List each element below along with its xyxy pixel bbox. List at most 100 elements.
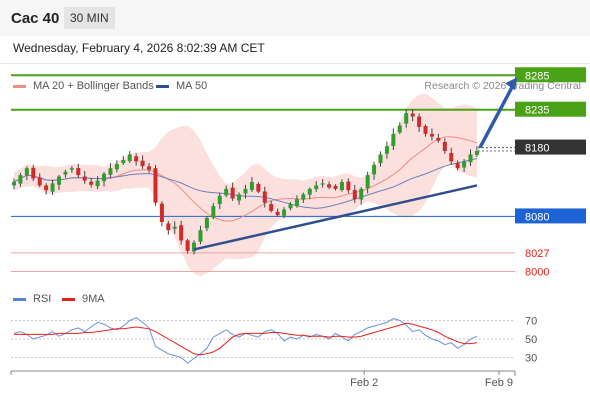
legend-swatch <box>13 84 26 88</box>
support-level-label: 8000 <box>525 267 549 279</box>
candle-up <box>63 171 68 175</box>
candle-up <box>404 113 409 124</box>
candle-up <box>24 168 29 176</box>
candle-up <box>249 181 254 190</box>
candle-up <box>18 175 23 184</box>
last-price-label: 8180 <box>525 143 549 155</box>
resistance-level-label: 8285 <box>525 70 549 82</box>
candle-up <box>372 164 377 175</box>
credit-text: Research © 2026 Trading Central <box>424 80 581 92</box>
candle-up <box>282 209 287 216</box>
candle-down <box>140 160 145 167</box>
candle-up <box>102 173 107 182</box>
candle-up <box>198 230 203 242</box>
candle-down <box>327 184 332 188</box>
legend-item-ma20: MA 20 + Bollinger Bands <box>13 80 154 92</box>
rsi-tick-label: 70 <box>525 316 537 328</box>
pivot-level-label: 8080 <box>525 211 549 223</box>
candle-up <box>384 146 389 154</box>
candle-down <box>153 168 158 203</box>
time-axis-label: Feb 2 <box>350 377 378 389</box>
candle-up <box>57 176 62 185</box>
candle-down <box>410 113 415 117</box>
candle-up <box>474 151 479 155</box>
candle-down <box>37 177 42 186</box>
candle-up <box>224 188 229 196</box>
candle-down <box>44 185 49 191</box>
candle-up <box>50 183 55 192</box>
candle-down <box>333 185 338 189</box>
candle-up <box>172 226 177 229</box>
candle-up <box>217 195 222 205</box>
resistance-level-tag <box>515 67 586 83</box>
timestamp: Wednesday, February 4, 2026 8:02:39 AM C… <box>13 41 265 55</box>
rsi-tick-label: 50 <box>525 334 537 346</box>
candle-down <box>417 116 422 127</box>
legend-label: MA 20 + Bollinger Bands <box>33 80 154 92</box>
candle-up <box>468 154 473 163</box>
candle-down <box>134 156 139 162</box>
candle-down <box>256 183 261 192</box>
candle-down <box>269 204 274 211</box>
support-level-label: 8027 <box>525 248 549 260</box>
legend-item-rsi: RSI <box>13 293 51 305</box>
candle-down <box>436 137 441 141</box>
candle-up <box>314 185 319 190</box>
legend-item-ma50: MA 50 <box>156 80 207 92</box>
candle-up <box>359 188 364 200</box>
pivot-level-tag <box>515 208 586 224</box>
candle-down <box>179 225 184 241</box>
candle-up <box>192 242 197 252</box>
legend-label: MA 50 <box>176 80 208 92</box>
legend-label: 9MA <box>82 293 105 305</box>
candle-up <box>397 125 402 133</box>
candle-up <box>127 154 132 162</box>
candle-up <box>121 159 126 164</box>
header-bar: Cac 40 30 MIN <box>0 0 590 36</box>
resistance-level-tag <box>515 101 586 117</box>
instrument-title: Cac 40 <box>11 10 60 27</box>
support-trendline <box>193 184 478 251</box>
candle-down <box>442 141 447 152</box>
projection-arrow-shaft <box>478 82 516 149</box>
candle-up <box>391 133 396 147</box>
timeframe-badge[interactable]: 30 MIN <box>64 7 115 29</box>
projection-arrow-head <box>505 77 518 91</box>
candle-down <box>166 223 171 231</box>
candle-up <box>378 154 383 164</box>
candle-up <box>307 188 312 195</box>
candle-down <box>76 168 81 176</box>
candle-up <box>12 181 16 186</box>
divider <box>0 63 590 64</box>
candle-down <box>262 191 267 203</box>
candle-up <box>320 183 325 185</box>
last-price-tag <box>515 139 586 155</box>
candle-up <box>294 199 299 207</box>
legend-swatch <box>62 297 75 301</box>
rsi-tick-label: 30 <box>525 353 537 365</box>
candle-down <box>159 203 164 222</box>
candle-up <box>211 206 216 218</box>
candle-down <box>89 181 94 185</box>
candle-up <box>243 188 248 194</box>
candle-down <box>31 167 36 179</box>
candle-up <box>204 217 209 229</box>
candle-up <box>365 175 370 189</box>
candle-down <box>185 240 190 251</box>
candle-down <box>423 125 428 134</box>
legend-item-9ma: 9MA <box>62 293 105 305</box>
candle-up <box>69 168 74 170</box>
legend-swatch <box>13 297 26 301</box>
candle-down <box>275 211 280 216</box>
candle-down <box>449 152 454 162</box>
candle-down <box>346 181 351 191</box>
candle-down <box>147 166 152 170</box>
candle-up <box>237 194 242 201</box>
candle-down <box>352 190 357 200</box>
rsi-9ma-line <box>14 322 478 356</box>
candle-up <box>339 181 344 191</box>
time-axis-label: Feb 9 <box>485 377 513 389</box>
rsi-line <box>13 317 478 364</box>
legend-label: RSI <box>33 293 52 305</box>
